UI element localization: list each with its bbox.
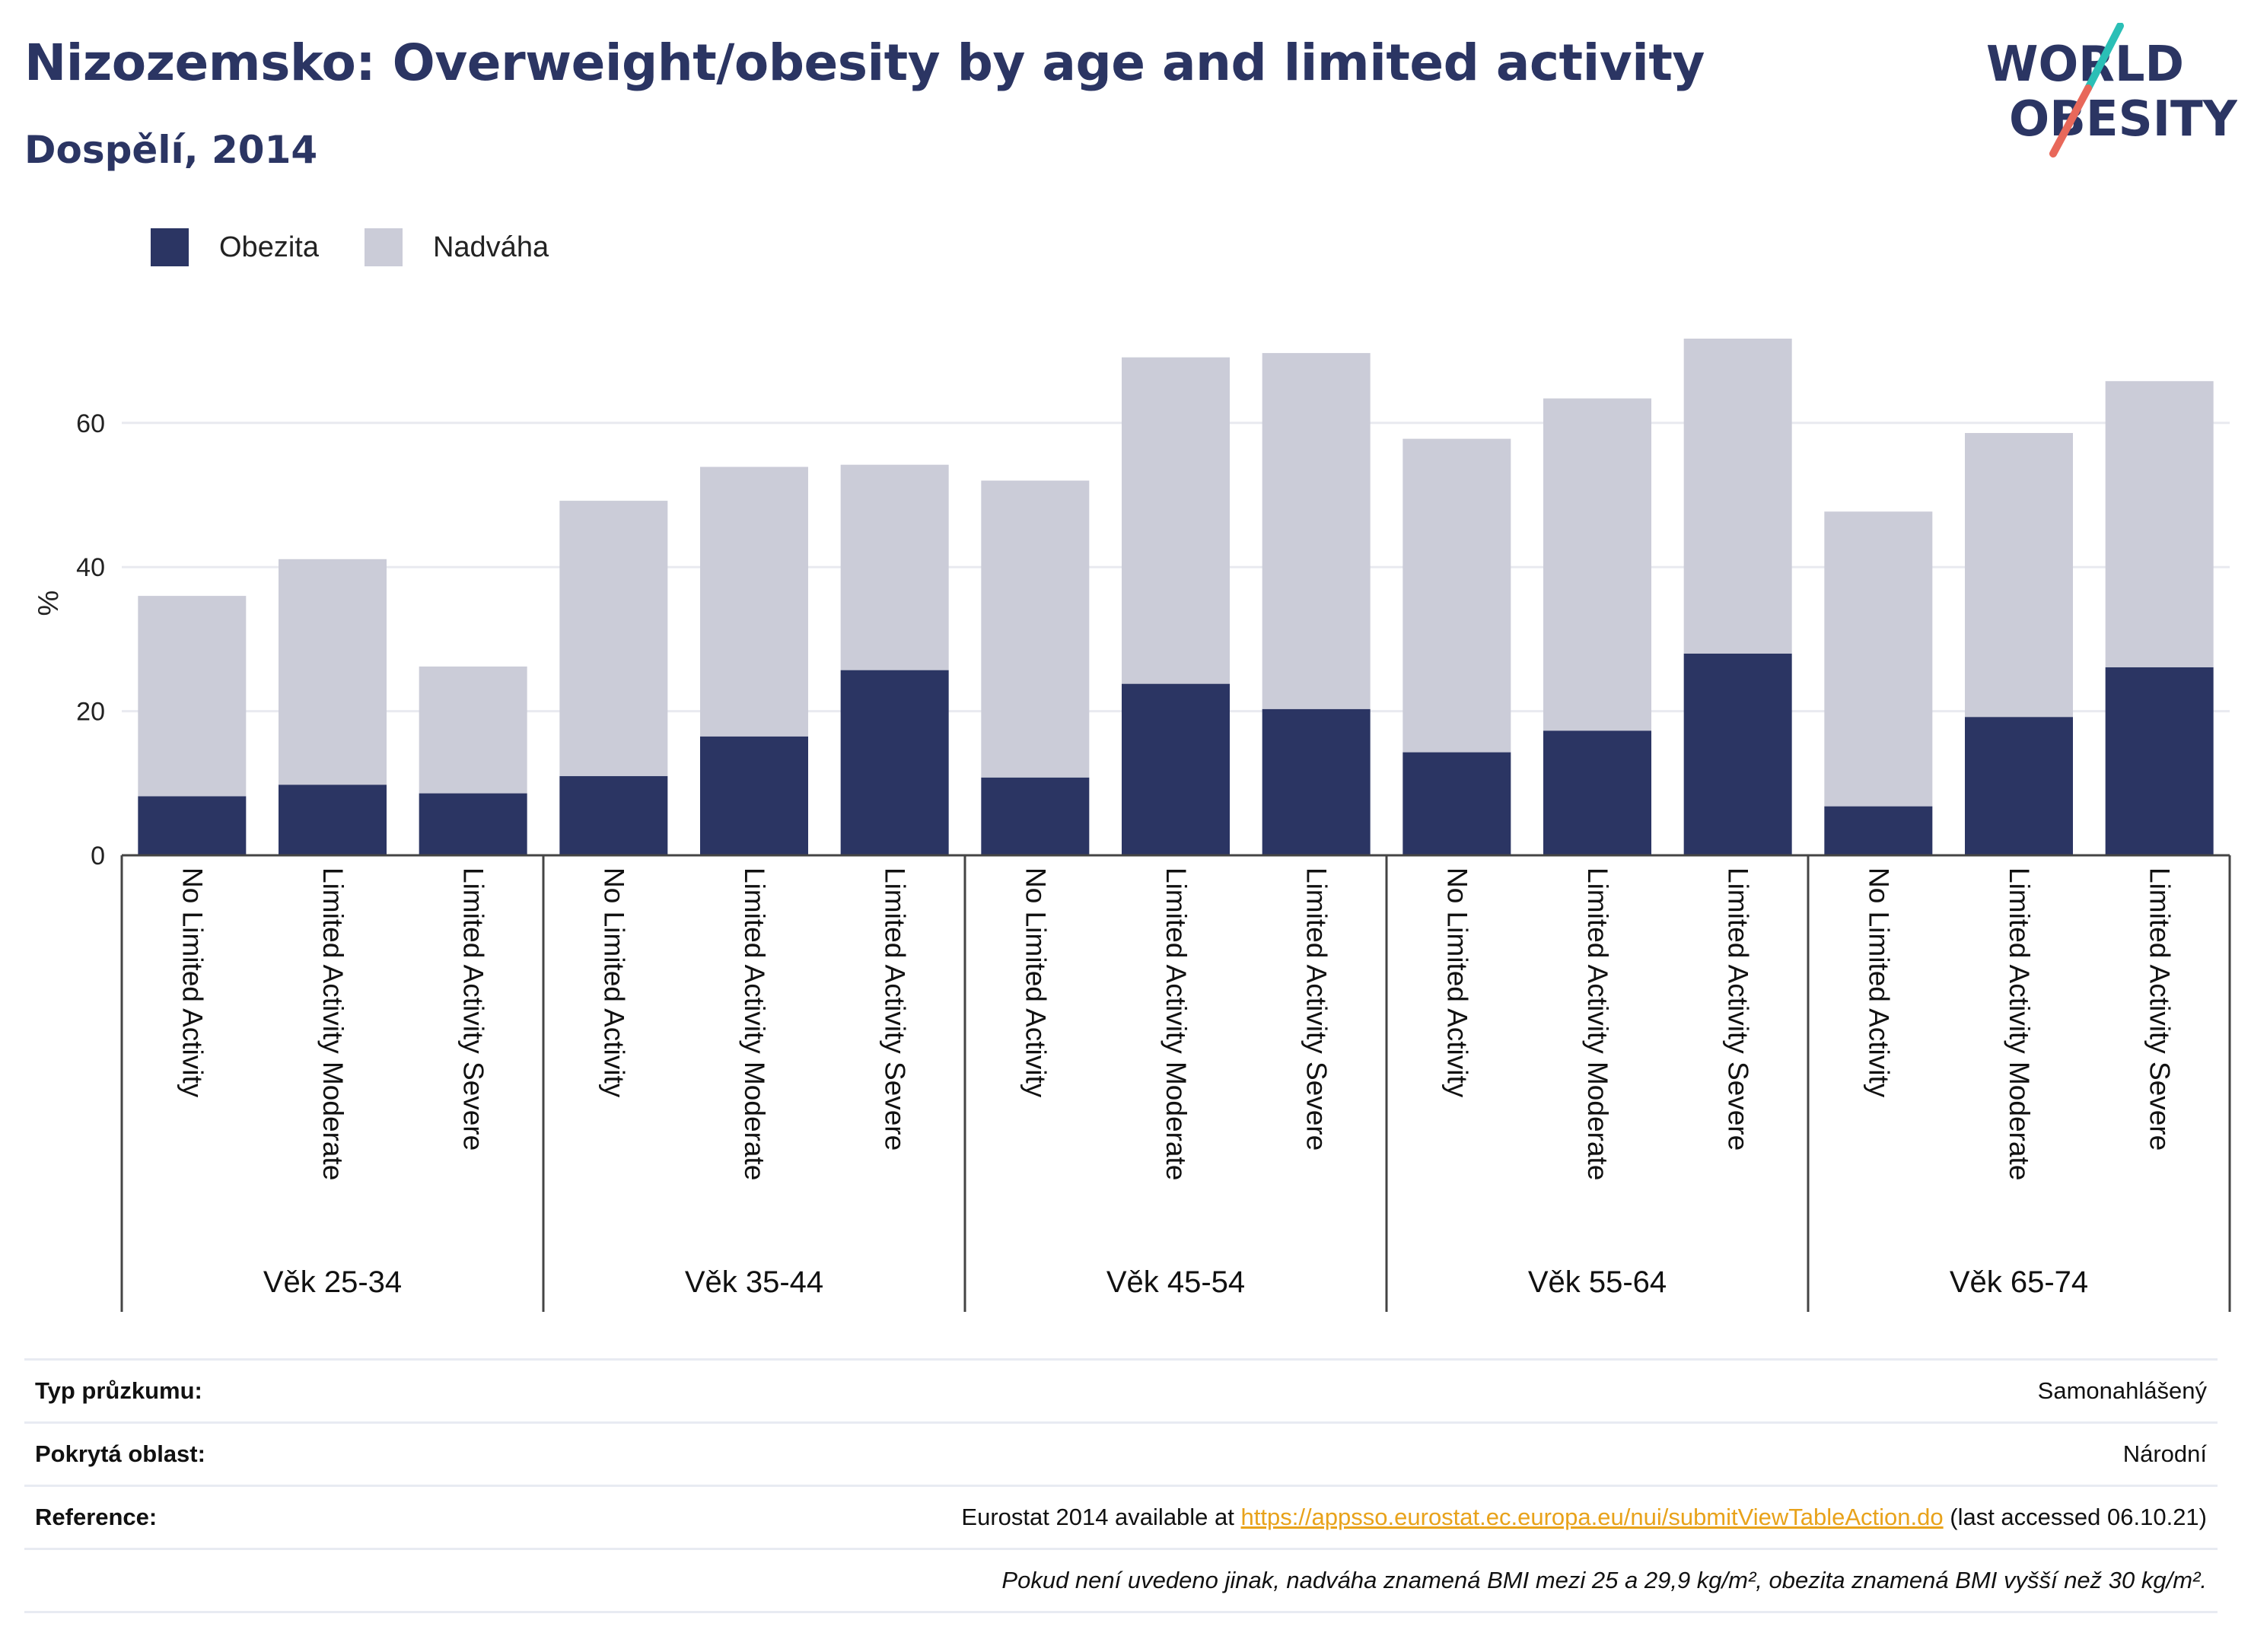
y-tick-label: 0 [91,842,105,871]
legend-item-nadvaha: Nadváha [364,228,549,266]
meta-label-coverage: Pokrytá oblast: [35,1440,205,1467]
reference-suffix: (last accessed 06.10.21) [1943,1504,2207,1530]
x-tick-label: Limited Activity Moderate [739,867,770,1180]
x-tick-label: Limited Activity Moderate [1582,867,1613,1180]
x-tick-label: No Limited Activity [598,867,629,1098]
group-label: Věk 25-34 [263,1265,402,1299]
bar-obezita [840,670,949,855]
y-axis-label: % [33,590,65,616]
y-tick-label: 40 [76,553,105,582]
group-label: Věk 45-54 [1106,1265,1245,1299]
bar-nadvaha [2105,380,2214,667]
bar-nadvaha [1824,511,1933,807]
legend: Obezita Nadváha [151,227,594,268]
bar-nadvaha [1262,352,1371,709]
meta-row-survey-type: Typ průzkumu: Samonahlášený [24,1358,2218,1421]
bar-obezita [981,777,1090,855]
bar-obezita [700,736,808,855]
meta-value-reference: Eurostat 2014 available at https://appss… [961,1504,2218,1531]
bar-obezita [1824,806,1933,855]
bar-nadvaha [981,480,1090,778]
x-tick-label: Limited Activity Moderate [317,867,349,1180]
bar-obezita [2105,667,2214,855]
chart-subtitle: Dospělí, 2014 [24,128,318,172]
x-tick-label: No Limited Activity [1441,867,1473,1098]
meta-value-coverage: Národní [2122,1440,2207,1467]
bar-obezita [1402,752,1511,855]
bar-obezita [1683,653,1792,855]
bar-nadvaha [1683,339,1792,654]
x-tick-label: Limited Activity Severe [458,867,489,1151]
y-tick-label: 60 [76,409,105,438]
group-label: Věk 35-44 [685,1265,823,1299]
x-tick-label: Limited Activity Severe [2144,867,2176,1151]
meta-value-survey-type: Samonahlášený [2037,1377,2207,1404]
bar-nadvaha [279,559,387,785]
bar-obezita [1122,683,1230,855]
bar-obezita [279,785,387,855]
bar-nadvaha [138,596,247,797]
y-tick-label: 20 [76,698,105,727]
bar-obezita [419,793,527,855]
legend-swatch-obezita [151,228,189,266]
bar-nadvaha [840,464,949,670]
legend-label-nadvaha: Nadváha [432,231,549,263]
bar-obezita [138,796,247,855]
x-tick-label: Limited Activity Severe [880,867,911,1151]
chart-title: Nizozemsko: Overweight/obesity by age an… [24,33,1705,92]
bar-nadvaha [1122,357,1230,684]
x-tick-label: Limited Activity Severe [1723,867,1754,1151]
legend-label-obezita: Obezita [219,231,319,263]
bmi-definition-note: Pokud není uvedeno jinak, nadváha znamen… [1001,1567,2207,1593]
bar-nadvaha [1965,433,2073,718]
x-tick-label: No Limited Activity [177,867,208,1098]
logo-line1: WORLD [1986,37,2184,93]
bar-obezita [1262,708,1371,855]
x-tick-label: Limited Activity Moderate [2004,867,2035,1180]
legend-swatch-nadvaha [364,228,403,266]
bar-obezita [1965,717,2073,855]
x-tick-label: Limited Activity Severe [1301,867,1332,1151]
x-tick-label: No Limited Activity [1863,867,1894,1098]
bar-nadvaha [700,466,808,737]
meta-label-reference: Reference: [35,1504,158,1530]
bar-nadvaha [1402,438,1511,753]
meta-row-note: Pokud není uvedeno jinak, nadváha znamen… [24,1548,2218,1613]
meta-row-reference: Reference: Eurostat 2014 available at ht… [24,1485,2218,1548]
bar-nadvaha [1543,398,1651,731]
logo-line2: OBESITY [2009,91,2237,148]
world-obesity-logo: WORLD OBESITY [1986,23,2237,158]
bar-nadvaha [419,666,527,794]
reference-link[interactable]: https://appsso.eurostat.ec.europa.eu/nui… [1240,1504,1944,1530]
x-tick-label: No Limited Activity [1020,867,1051,1098]
group-label: Věk 55-64 [1528,1265,1667,1299]
x-tick-label: Limited Activity Moderate [1161,867,1192,1180]
meta-row-coverage: Pokrytá oblast: Národní [24,1421,2218,1485]
metadata-table: Typ průzkumu: Samonahlášený Pokrytá obla… [24,1358,2218,1613]
bar-obezita [1543,731,1651,855]
bar-nadvaha [559,501,668,776]
bar-obezita [559,775,668,855]
group-label: Věk 65-74 [1950,1265,2088,1299]
reference-prefix: Eurostat 2014 available at [961,1504,1241,1530]
bar-chart: 0 20 40 60% No Limited Activity Limited Activ… [33,339,2231,1312]
meta-label-survey-type: Typ průzkumu: [35,1377,202,1404]
legend-item-obezita: Obezita [151,228,319,266]
